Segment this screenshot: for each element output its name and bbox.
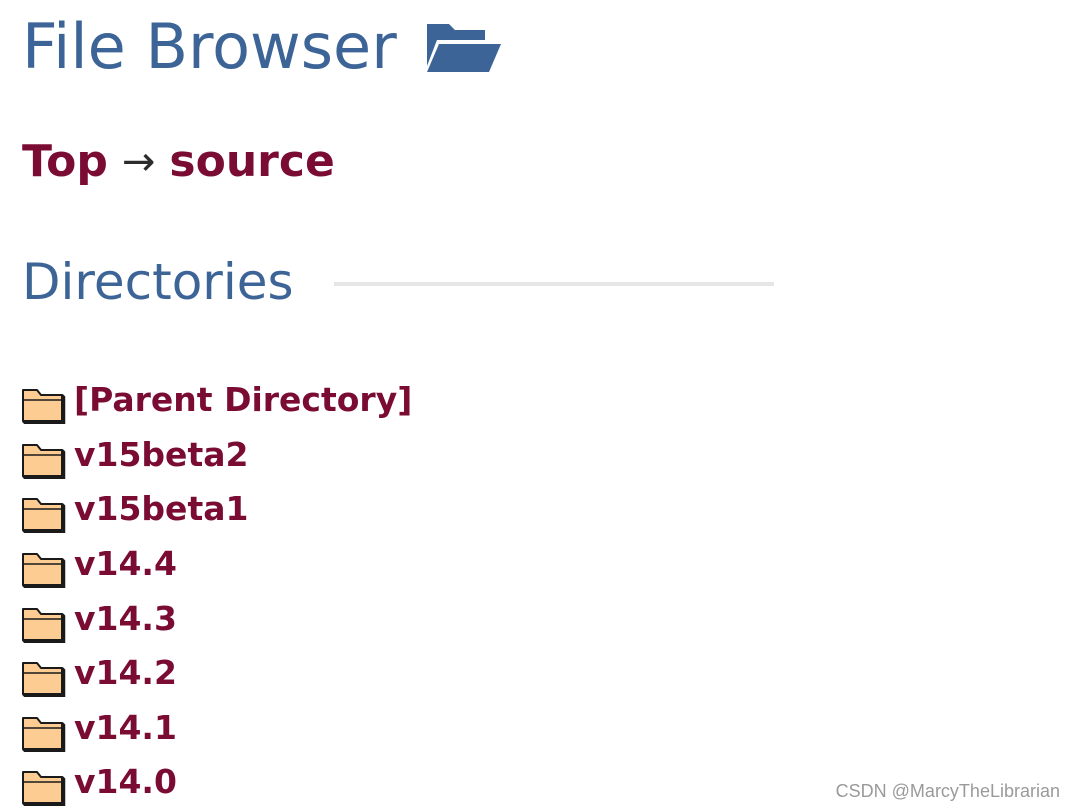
breadcrumb-separator: → — [121, 139, 156, 185]
folder-icon — [22, 716, 66, 752]
folder-icon — [22, 498, 66, 534]
list-item: v15beta1 — [20, 482, 412, 537]
folder-icon — [22, 443, 66, 479]
list-item: v14.2 — [20, 646, 412, 701]
breadcrumb-source-link[interactable]: source — [169, 136, 335, 187]
list-item: v14.0 — [20, 755, 412, 810]
page-title: File Browser — [22, 10, 503, 84]
list-item: [Parent Directory] — [20, 373, 412, 428]
list-item: v14.4 — [20, 537, 412, 592]
directory-link-v15beta1[interactable]: v15beta1 — [74, 489, 249, 529]
list-item: v14.1 — [20, 701, 412, 756]
directory-link-v14-4[interactable]: v14.4 — [74, 544, 177, 584]
breadcrumb: Top → source — [22, 134, 335, 190]
directory-link-v15beta2[interactable]: v15beta2 — [74, 434, 249, 474]
directory-link-parent[interactable]: [Parent Directory] — [74, 380, 413, 420]
section-divider — [333, 282, 774, 286]
directories-heading: Directories — [22, 250, 822, 314]
watermark: CSDN @MarcyTheLibrarian — [835, 781, 1060, 801]
folder-icon — [22, 553, 66, 589]
directory-link-v14-2[interactable]: v14.2 — [74, 653, 177, 693]
directory-link-v14-0[interactable]: v14.0 — [74, 762, 177, 802]
folder-icon — [22, 662, 66, 698]
directory-link-v14-3[interactable]: v14.3 — [74, 598, 177, 638]
directory-link-v14-1[interactable]: v14.1 — [74, 707, 177, 747]
folder-icon — [22, 607, 66, 643]
folder-icon — [22, 389, 66, 425]
list-item: v14.3 — [20, 591, 412, 646]
folder-icon — [22, 771, 66, 807]
breadcrumb-top-link[interactable]: Top — [22, 136, 108, 187]
page-title-text: File Browser — [22, 10, 397, 83]
directory-list: [Parent Directory] v15beta2 v15beta1 v14… — [20, 373, 412, 810]
folder-open-icon — [426, 24, 501, 72]
list-item: v15beta2 — [20, 428, 412, 483]
directories-heading-text: Directories — [22, 253, 294, 311]
